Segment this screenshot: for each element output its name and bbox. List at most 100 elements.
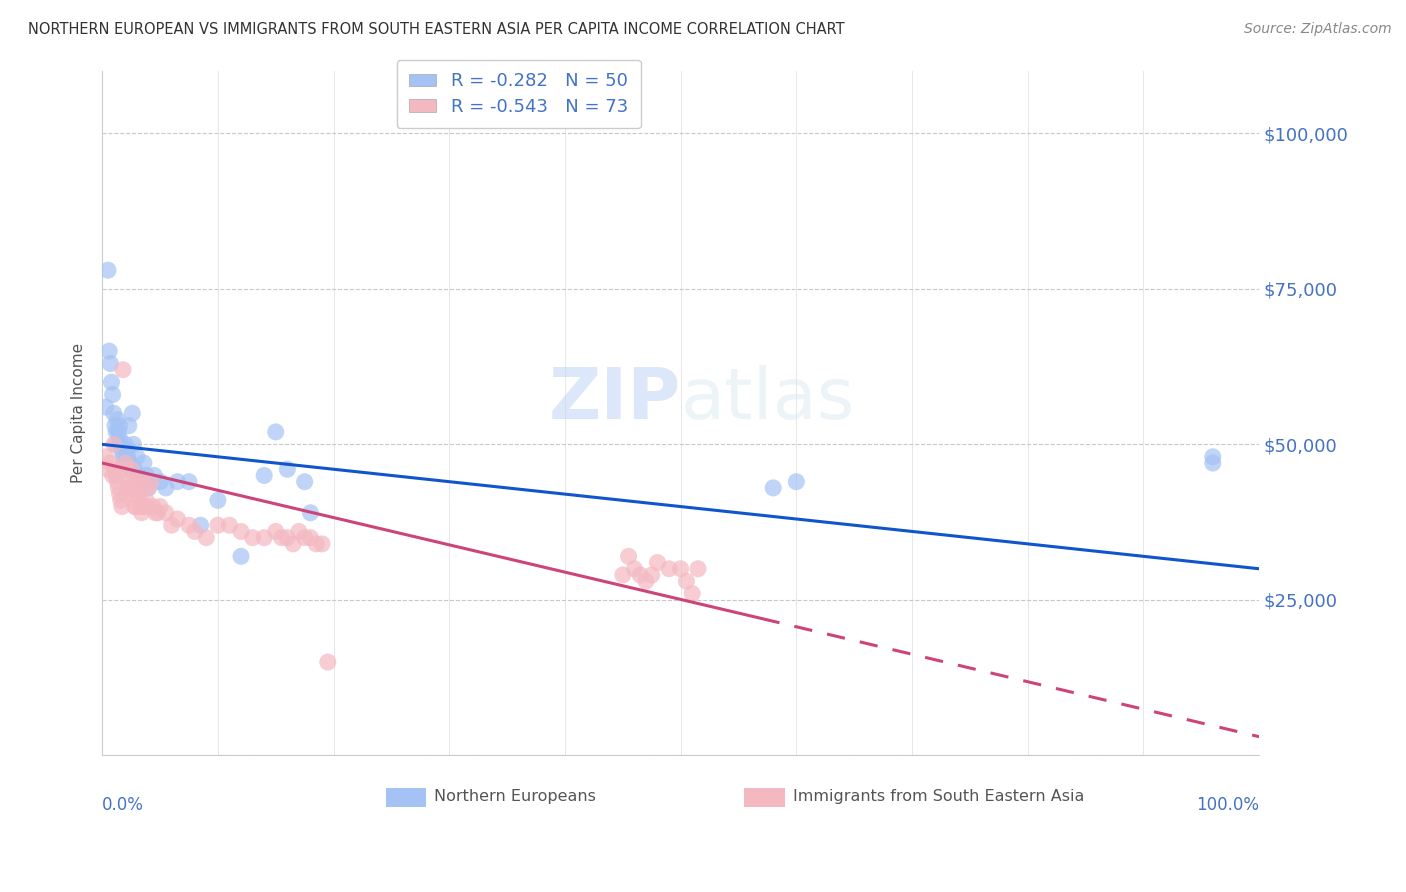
Point [115,443,138,458]
Point [264,524,287,539]
Point [122,437,145,451]
FancyBboxPatch shape [744,788,785,806]
Point [675,574,697,589]
Point [110,493,132,508]
Point [120,462,142,476]
Point [112,456,135,470]
Point [122,475,145,489]
Point [253,468,276,483]
Point [177,475,200,489]
Point [124,500,146,514]
Point [112,450,135,464]
Point [115,487,138,501]
Point [114,437,136,451]
Point [98,357,121,371]
Point [146,506,169,520]
Point [105,468,128,483]
Point [103,406,125,420]
Point [270,531,292,545]
Point [94,450,117,464]
Point [131,475,153,489]
Point [145,506,167,520]
Point [112,462,135,476]
Point [120,462,142,476]
Point [669,562,692,576]
Point [143,468,166,483]
Point [184,524,207,539]
Point [634,574,657,589]
Point [125,500,148,514]
Point [98,456,121,470]
Point [111,443,134,458]
Text: 0.0%: 0.0% [103,797,143,814]
Point [121,487,143,501]
Point [118,418,141,433]
Point [155,481,177,495]
Point [132,456,155,470]
Point [101,387,124,401]
Point [108,487,131,501]
Point [110,437,132,451]
Point [105,425,128,439]
Text: NORTHERN EUROPEAN VS IMMIGRANTS FROM SOUTH EASTERN ASIA PER CAPITA INCOME CORREL: NORTHERN EUROPEAN VS IMMIGRANTS FROM SOU… [28,22,845,37]
Point [105,475,128,489]
Point [681,587,703,601]
Point [658,562,681,576]
Text: ZIP: ZIP [548,365,681,434]
Point [276,531,298,545]
Point [166,475,188,489]
Point [135,468,157,483]
Point [103,437,125,451]
Point [94,400,117,414]
Y-axis label: Per Capita Income: Per Capita Income [72,343,86,483]
Point [294,475,316,489]
Point [136,500,159,514]
Point [128,487,150,501]
Point [108,431,131,445]
Point [112,362,135,376]
Point [299,506,322,520]
Point [281,537,304,551]
Point [121,406,143,420]
Point [612,568,634,582]
Point [118,456,141,470]
Point [129,500,152,514]
Point [132,500,155,514]
Point [299,531,322,545]
Point [117,450,139,464]
Point [617,549,640,564]
Point [125,450,148,464]
Point [253,531,276,545]
Point [207,493,229,508]
Point [1202,450,1225,464]
Text: Immigrants from South Eastern Asia: Immigrants from South Eastern Asia [793,789,1084,804]
Point [128,468,150,483]
Point [177,518,200,533]
Point [288,524,311,539]
Point [207,518,229,533]
Point [118,481,141,495]
Point [276,462,298,476]
Point [105,437,128,451]
Point [149,475,172,489]
Point [294,531,316,545]
Point [104,462,127,476]
Point [118,481,141,495]
Point [135,493,157,508]
FancyBboxPatch shape [385,788,426,806]
Point [138,481,160,495]
Point [117,475,139,489]
Point [131,506,153,520]
Text: Source: ZipAtlas.com: Source: ZipAtlas.com [1244,22,1392,37]
Point [101,468,124,483]
Point [142,500,165,514]
Point [242,531,264,545]
Point [762,481,785,495]
Point [125,475,148,489]
Text: 100.0%: 100.0% [1197,797,1260,814]
Point [139,475,162,489]
Point [107,481,129,495]
Point [686,562,709,576]
Point [641,568,664,582]
Point [104,418,127,433]
